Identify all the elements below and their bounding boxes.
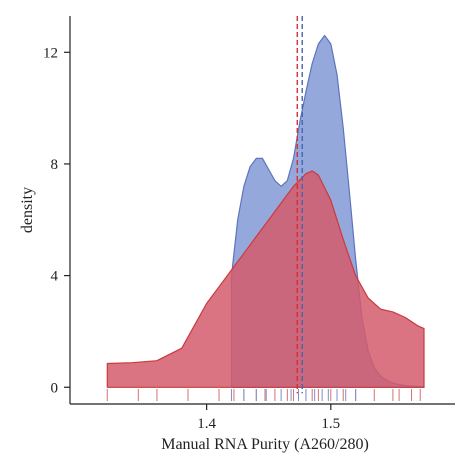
x-ticks: 1.4 1.5: [197, 404, 340, 432]
x-axis-title: Manual RNA Purity (A260/280): [161, 436, 369, 453]
x-tick-label: 1.4: [197, 416, 216, 432]
y-tick-label: 0: [51, 380, 59, 396]
y-ticks: 0 4 8 12: [43, 45, 70, 396]
axes: [69, 16, 455, 405]
density-area-2: [106, 170, 425, 388]
density-areas: [106, 34, 425, 388]
mean-lines: [296, 16, 303, 394]
y-tick-label: 4: [51, 269, 59, 285]
x-tick-label: 1.5: [321, 416, 340, 432]
y-tick-label: 12: [43, 45, 58, 61]
y-tick-label: 8: [51, 157, 59, 173]
rug-marks: [106, 389, 421, 401]
y-axis-title: density: [19, 187, 36, 233]
